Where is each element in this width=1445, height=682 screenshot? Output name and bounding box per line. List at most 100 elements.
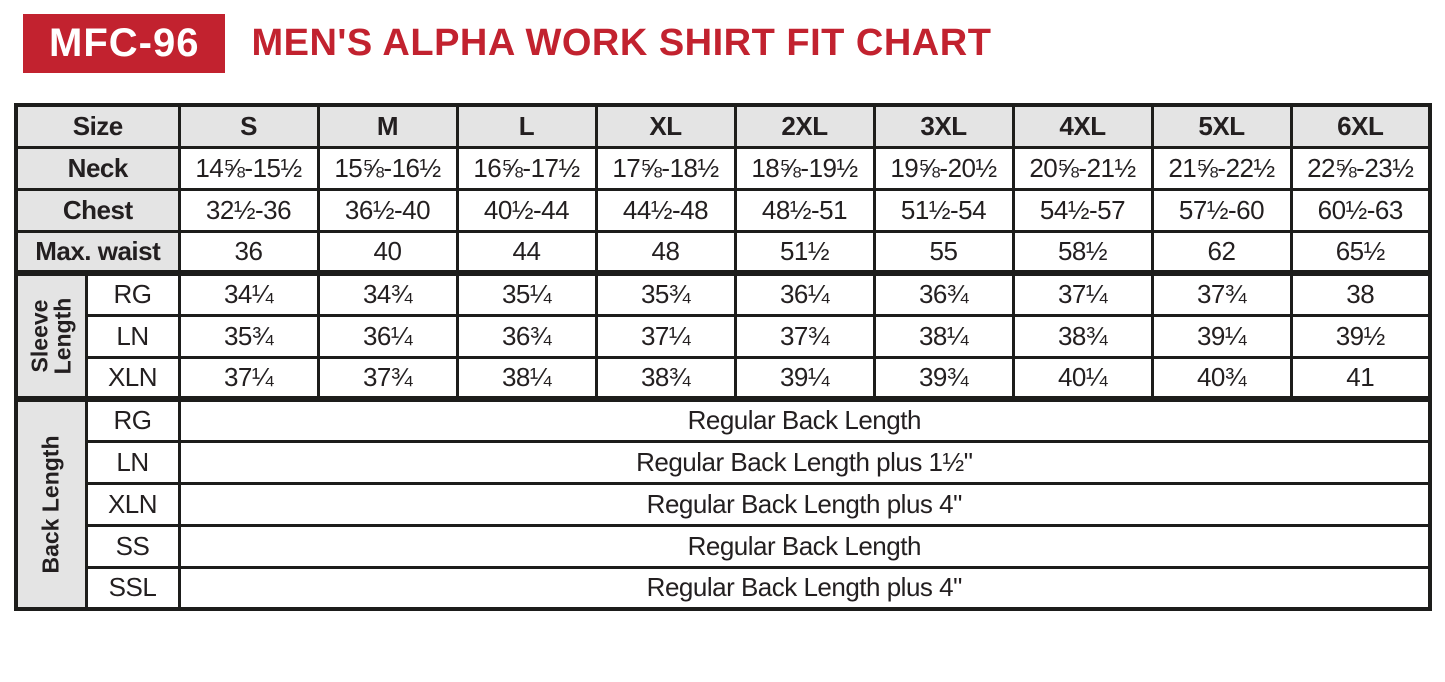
table-cell: 39½ — [1289, 313, 1432, 359]
sleeve-length-label-line2: Length — [49, 297, 76, 375]
table-cell: 15⅝-16½ — [316, 145, 459, 191]
table-cell: 40¾ — [1150, 355, 1293, 401]
table-cell: 16⅝-17½ — [455, 145, 598, 191]
row-label-max-waist: Max. waist — [14, 229, 181, 275]
table-cell: 37¼ — [177, 355, 320, 401]
sleeve-length-group-label: Sleeve Length — [14, 270, 88, 401]
table-cell: 35¼ — [455, 270, 598, 317]
back-length-group-label: Back Length — [14, 396, 88, 611]
table-cell: 54½-57 — [1011, 187, 1154, 233]
sleeve-length-rotated-text: Sleeve Length — [26, 297, 76, 375]
table-row-sleeve-ln: LN 35¾ 36¼ 36¾ 37¼ 37¾ 38¼ 38¾ 39¼ 39½ — [16, 313, 1432, 359]
table-cell: 17⅝-18½ — [594, 145, 737, 191]
table-cell: 38¾ — [594, 355, 737, 401]
fit-code-cell: SSL — [84, 565, 181, 611]
chart-header: MFC-96 MEN'S ALPHA WORK SHIRT FIT CHART — [23, 13, 1445, 73]
table-cell: 20⅝-21½ — [1011, 145, 1154, 191]
fit-code-cell: RG — [84, 396, 181, 443]
table-cell: 51½-54 — [872, 187, 1015, 233]
column-header: 6XL — [1289, 103, 1432, 149]
table-cell: 37¾ — [1150, 270, 1293, 317]
table-cell: 41 — [1289, 355, 1432, 401]
column-header: L — [455, 103, 598, 149]
table-cell: 19⅝-20½ — [872, 145, 1015, 191]
column-header: 2XL — [733, 103, 876, 149]
table-cell: 62 — [1150, 229, 1293, 275]
fit-code-cell: XLN — [84, 355, 181, 401]
page-title: MEN'S ALPHA WORK SHIRT FIT CHART — [251, 21, 992, 64]
table-cell: 37¾ — [316, 355, 459, 401]
column-header: 4XL — [1011, 103, 1154, 149]
row-label-chest: Chest — [14, 187, 181, 233]
column-header: 5XL — [1150, 103, 1293, 149]
table-row-back-ssl: SSL Regular Back Length plus 4" — [16, 565, 1432, 611]
table-cell: 35¾ — [594, 270, 737, 317]
table-cell: 57½-60 — [1150, 187, 1293, 233]
table-row-back-ln: LN Regular Back Length plus 1½" — [16, 439, 1432, 485]
header-row: Size S M L XL 2XL 3XL 4XL 5XL 6XL — [14, 103, 1432, 149]
table-cell: 60½-63 — [1289, 187, 1432, 233]
sleeve-length-rotated-wrap: Sleeve Length — [19, 279, 83, 396]
table-cell: 48½-51 — [733, 187, 876, 233]
fit-chart-table: Size S M L XL 2XL 3XL 4XL 5XL 6XL Neck 1… — [14, 103, 1432, 611]
model-badge: MFC-96 — [23, 13, 226, 73]
back-length-rotated-text: Back Length — [37, 435, 64, 574]
table-row-neck: Neck 14⅝-15½ 15⅝-16½ 16⅝-17½ 17⅝-18½ 18⅝… — [14, 145, 1432, 191]
table-cell: 40 — [316, 229, 459, 275]
table-cell: 34¼ — [177, 270, 320, 317]
column-header-size: Size — [14, 103, 181, 149]
table-cell: 44½-48 — [594, 187, 737, 233]
table-cell: 32½-36 — [177, 187, 320, 233]
table-row-back-rg: Back Length RG Regular Back Length — [14, 396, 1432, 611]
column-header: M — [316, 103, 459, 149]
table-cell: 51½ — [733, 229, 876, 275]
table-cell: 38¾ — [1011, 313, 1154, 359]
table-cell: 40¼ — [1011, 355, 1154, 401]
table-cell: 36¼ — [316, 313, 459, 359]
table-cell: 39¼ — [1150, 313, 1293, 359]
sleeve-length-label-line1: Sleeve — [26, 299, 53, 373]
back-length-rotated-wrap: Back Length — [19, 405, 83, 606]
fit-code-cell: LN — [84, 439, 181, 485]
table-cell: 44 — [455, 229, 598, 275]
table-cell: 36¼ — [733, 270, 876, 317]
table-cell: 36¾ — [872, 270, 1015, 317]
table-cell: 37¾ — [733, 313, 876, 359]
table-cell: 38 — [1289, 270, 1432, 317]
column-header: XL — [594, 103, 737, 149]
table-cell: 39¾ — [872, 355, 1015, 401]
table-cell: 35¾ — [177, 313, 320, 359]
table-cell: 36 — [177, 229, 320, 275]
table-cell: 38¼ — [872, 313, 1015, 359]
table-cell: 36½-40 — [316, 187, 459, 233]
table-cell: 38¼ — [455, 355, 598, 401]
table-cell: 65½ — [1289, 229, 1432, 275]
table-cell: 40½-44 — [455, 187, 598, 233]
table-cell: 37¼ — [1011, 270, 1154, 317]
fit-chart-page: MFC-96 MEN'S ALPHA WORK SHIRT FIT CHART … — [0, 13, 1445, 682]
back-length-value-cell: Regular Back Length — [177, 523, 1432, 569]
table-cell: 55 — [872, 229, 1015, 275]
table-cell: 48 — [594, 229, 737, 275]
back-length-value-cell: Regular Back Length plus 4" — [177, 481, 1432, 527]
fit-code-cell: LN — [84, 313, 181, 359]
table-row-sleeve-xln: XLN 37¼ 37¾ 38¼ 38¾ 39¼ 39¾ 40¼ 40¾ 41 — [16, 355, 1432, 401]
table-cell: 18⅝-19½ — [733, 145, 876, 191]
table-cell: 58½ — [1011, 229, 1154, 275]
back-length-value-cell: Regular Back Length plus 4" — [177, 565, 1432, 611]
table-row-back-ss: SS Regular Back Length — [16, 523, 1432, 569]
back-length-value-cell: Regular Back Length plus 1½" — [177, 439, 1432, 485]
table-cell: 39¼ — [733, 355, 876, 401]
table-cell: 36¾ — [455, 313, 598, 359]
table-cell: 34¾ — [316, 270, 459, 317]
table-row-max-waist: Max. waist 36 40 44 48 51½ 55 58½ 62 65½ — [14, 229, 1432, 275]
table-cell: 14⅝-15½ — [177, 145, 320, 191]
table-cell: 22⅝-23½ — [1289, 145, 1432, 191]
column-header: S — [177, 103, 320, 149]
table-row-chest: Chest 32½-36 36½-40 40½-44 44½-48 48½-51… — [14, 187, 1432, 233]
row-label-neck: Neck — [14, 145, 181, 191]
column-header: 3XL — [872, 103, 1015, 149]
fit-code-cell: RG — [84, 270, 181, 317]
fit-code-cell: XLN — [84, 481, 181, 527]
table-cell: 37¼ — [594, 313, 737, 359]
